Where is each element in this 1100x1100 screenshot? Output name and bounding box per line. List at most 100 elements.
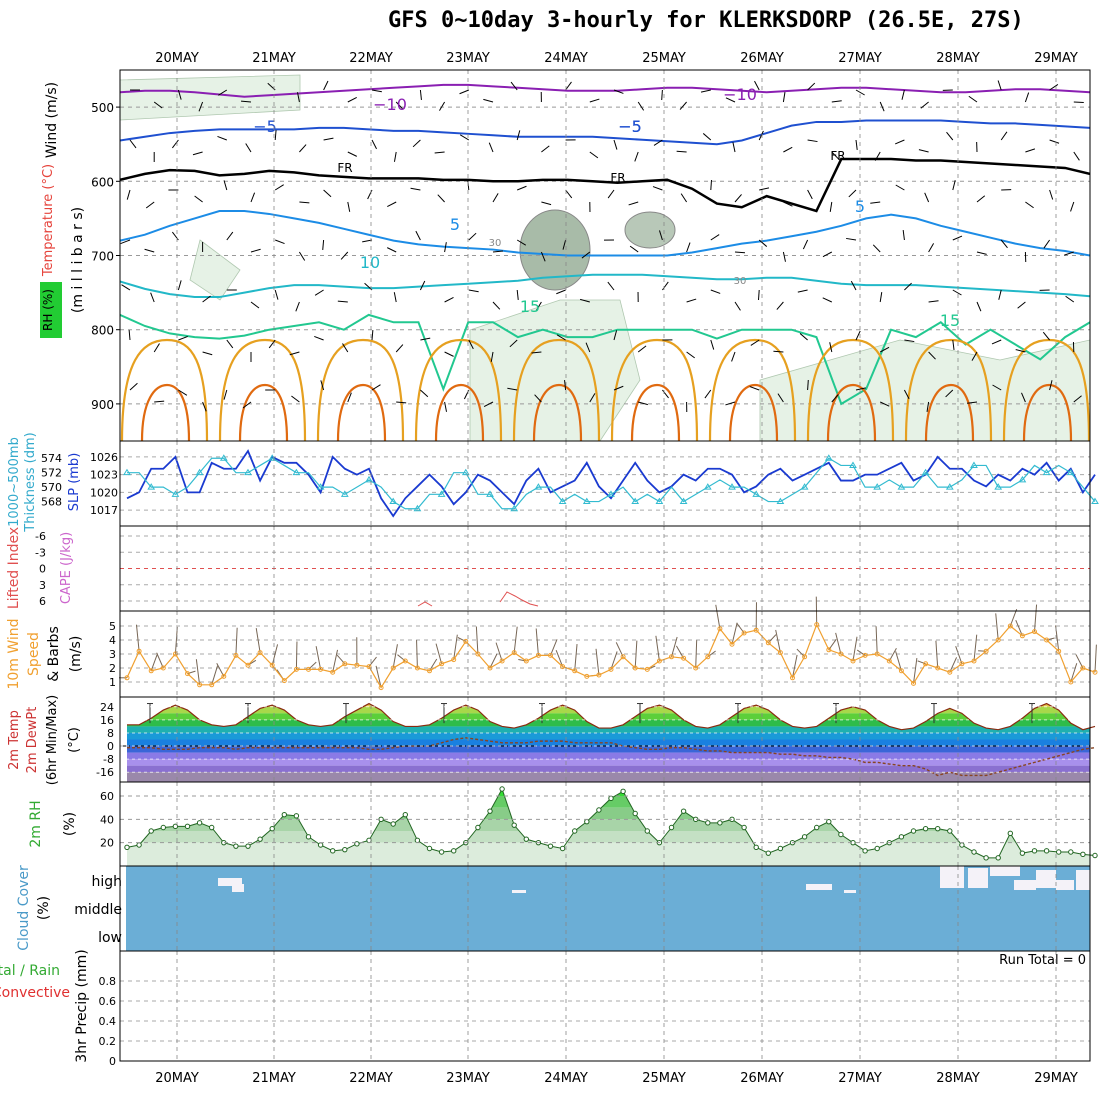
- wind-barb: [704, 389, 712, 399]
- wind-barb: [874, 151, 881, 161]
- isotherm-25: [924, 383, 975, 441]
- surface-wind-barb: [973, 634, 978, 662]
- rh-point: [741, 824, 747, 831]
- cloud-cover-label: Cloud Cover: [16, 865, 32, 951]
- rh-tick: 40: [100, 813, 114, 826]
- wind-speed-point: [572, 668, 578, 674]
- wind-barb: [250, 301, 260, 309]
- wind-speed-point: [136, 648, 142, 654]
- wind-barb: [870, 201, 881, 204]
- date-label-bottom: 29MAY: [1034, 1071, 1078, 1086]
- wind-barb: [679, 101, 687, 110]
- wind-barb: [178, 389, 188, 396]
- thickness-marker: [849, 461, 857, 468]
- millibars-axis-label: (m i l l i b a r s): [70, 207, 86, 313]
- surface-wind-barb: [271, 644, 279, 666]
- rh-point: [801, 834, 808, 840]
- wind-barb: [945, 389, 954, 398]
- wind-barb: [629, 245, 639, 253]
- wind-speed-point: [1019, 633, 1025, 639]
- wind-speed-point: [451, 657, 457, 663]
- wind-barb: [437, 194, 445, 203]
- li-tick: -6: [35, 530, 46, 543]
- rh-point: [898, 834, 905, 840]
- wind10-speed-label: Speed: [26, 632, 42, 676]
- date-label-top: 21MAY: [252, 51, 296, 66]
- wind-speed-point: [535, 652, 541, 658]
- wind-speed-point: [124, 675, 130, 681]
- wind-barb: [1000, 131, 1008, 141]
- thickness-marker: [558, 497, 567, 505]
- thickness-marker: [1091, 497, 1099, 505]
- precip-tick: 0.6: [99, 995, 117, 1008]
- rh-point: [1007, 830, 1013, 837]
- rh-point: [705, 820, 711, 826]
- wind-barb: [807, 379, 809, 391]
- rh-point: [620, 788, 626, 795]
- li-tick: 3: [39, 579, 46, 592]
- wind-axis-label: Wind (m/s): [44, 82, 60, 158]
- wind-barb: [323, 137, 334, 141]
- wind-barb: [540, 251, 546, 262]
- wind-barb: [298, 251, 306, 261]
- temp-band: [127, 732, 1090, 740]
- wind-barb: [492, 193, 499, 203]
- wind-barb: [314, 289, 324, 296]
- surface-wind-barb: [913, 657, 918, 684]
- wind-speed-point: [197, 682, 203, 688]
- wind-barb: [226, 339, 234, 349]
- thickness-marker: [703, 483, 712, 490]
- wind-speed-point: [886, 658, 892, 664]
- wind-barb: [245, 143, 252, 153]
- wind-barb: [1073, 395, 1082, 403]
- run-total-label: Run Total = 0: [999, 953, 1086, 968]
- wind-speed-point: [560, 664, 566, 670]
- wind-barb: [1042, 331, 1050, 341]
- wind-speed-point: [608, 666, 614, 672]
- rh-point: [777, 845, 784, 852]
- rh-point: [717, 820, 723, 826]
- rh-point: [209, 824, 215, 831]
- rh-point: [124, 844, 130, 851]
- wind-speed-point: [1092, 669, 1098, 675]
- rh-point: [608, 795, 614, 802]
- wind-speed-point: [765, 640, 771, 646]
- wind-speed-point: [717, 626, 723, 632]
- wind-barb: [855, 139, 858, 150]
- thickness-marker: [534, 483, 543, 490]
- wind-tick: 3: [109, 648, 116, 661]
- isotherm-20: [316, 338, 405, 441]
- thickness-marker: [897, 483, 906, 490]
- date-label-bottom: 21MAY: [252, 1071, 296, 1086]
- rh-point: [862, 848, 868, 854]
- contour-label: 10: [360, 253, 380, 272]
- wind-barb: [347, 151, 358, 157]
- wind-barb: [177, 89, 182, 100]
- wind-barb: [347, 392, 352, 403]
- wind-barb: [879, 346, 890, 353]
- wind-speed-point: [160, 665, 166, 671]
- surface-wind-barb: [150, 653, 158, 671]
- wind-barb: [686, 298, 697, 303]
- thickness-marker: [316, 483, 325, 490]
- date-label-top: 20MAY: [155, 51, 199, 66]
- wind-barb: [968, 95, 978, 103]
- panel-frame: [119, 950, 1091, 1062]
- wind-speed-point: [366, 664, 372, 670]
- wind-speed-point: [693, 665, 699, 671]
- wind-speed-point: [148, 668, 154, 674]
- surface-wind-barb: [535, 628, 539, 656]
- date-label-top: 22MAY: [349, 51, 393, 66]
- wind-speed-point: [548, 652, 553, 658]
- wind-barb: [541, 145, 550, 153]
- isotherm-25: [728, 383, 779, 441]
- thickness-marker: [752, 490, 761, 497]
- wind-barb: [393, 151, 397, 162]
- wind-barb: [1073, 151, 1080, 161]
- wind-barb: [565, 189, 573, 199]
- wind-speed-point: [741, 630, 747, 636]
- wind-barb: [1049, 189, 1054, 200]
- isotherm-25: [238, 383, 289, 441]
- wind-barb: [946, 131, 954, 141]
- wind-barb: [153, 343, 160, 353]
